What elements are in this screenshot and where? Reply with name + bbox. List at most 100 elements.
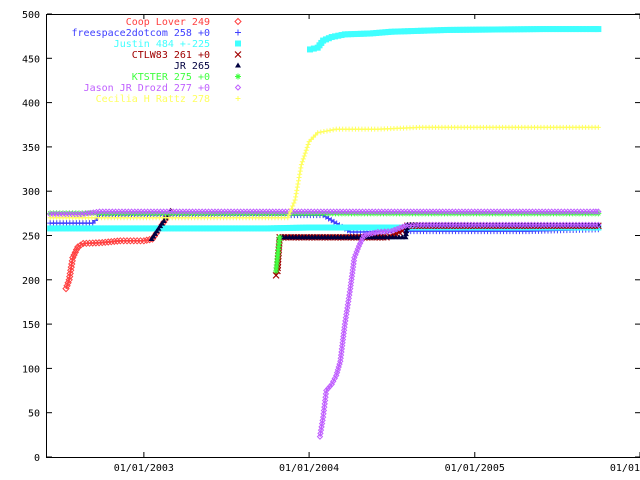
data-point: [370, 30, 377, 37]
data-point: [395, 28, 402, 35]
y-tick-label: 0: [34, 453, 40, 464]
data-point: [120, 225, 127, 232]
legend-marker: [234, 51, 242, 58]
data-point: [327, 127, 333, 133]
data-point: [335, 32, 342, 39]
x-axis: 01/01/2003 01/01/2004 01/01/2005 01/01/2006: [114, 14, 640, 474]
data-point: [88, 225, 95, 232]
data-point: [350, 257, 358, 264]
data-point: [366, 230, 373, 238]
series: [46, 208, 602, 440]
data-point: [328, 34, 335, 41]
data-point: [273, 267, 280, 274]
data-point: [56, 225, 63, 232]
data-point: [553, 26, 560, 33]
data-point: [337, 355, 344, 362]
data-point: [280, 225, 287, 232]
data-point: [527, 26, 534, 33]
data-point: [152, 230, 159, 236]
data-point: [111, 225, 118, 232]
data-point: [563, 26, 570, 33]
data-point: [536, 26, 543, 33]
data-point: [306, 224, 313, 231]
data-point: [369, 230, 376, 237]
data-point: [251, 225, 258, 232]
data-point: [110, 237, 119, 246]
data-point: [296, 175, 302, 181]
data-point: [337, 358, 344, 365]
data-point: [530, 26, 537, 33]
data-point: [385, 28, 392, 35]
data-point: [168, 225, 175, 232]
data-point: [321, 129, 327, 135]
legend-label: JR 265: [174, 61, 210, 72]
data-point: [254, 225, 261, 232]
data-point: [63, 225, 70, 232]
data-point: [414, 27, 421, 34]
data-point: [309, 224, 316, 231]
data-point: [339, 339, 346, 346]
data-point: [56, 210, 63, 217]
data-point: [292, 197, 298, 203]
data-point: [538, 224, 545, 231]
data-point: [318, 224, 325, 231]
data-point: [402, 234, 409, 240]
data-point: [456, 26, 463, 33]
data-point: [293, 191, 299, 197]
legend-marker: [235, 29, 241, 36]
data-point: [187, 225, 194, 232]
data-point: [216, 225, 223, 232]
data-point: [117, 225, 124, 232]
series-line: [319, 224, 599, 437]
data-point: [152, 225, 159, 232]
data-point: [492, 26, 499, 33]
data-point: [159, 225, 166, 232]
data-point: [285, 215, 291, 221]
data-point: [434, 27, 441, 34]
data-point: [273, 264, 280, 271]
data-point: [294, 187, 300, 193]
legend-marker: [234, 84, 242, 91]
y-tick-label: 400: [22, 99, 40, 110]
data-point: [371, 229, 379, 236]
data-point: [347, 285, 354, 292]
data-point: [382, 29, 389, 36]
data-point: [324, 128, 330, 134]
data-point: [272, 271, 280, 279]
data-point: [321, 397, 329, 404]
data-point: [143, 225, 150, 232]
data-point: [322, 393, 329, 401]
data-point: [347, 224, 354, 231]
legend-marker: [235, 40, 241, 47]
data-point: [421, 27, 428, 34]
data-point: [160, 218, 167, 224]
data-point: [353, 224, 360, 231]
legend-marker: [235, 62, 241, 68]
data-point: [326, 383, 334, 390]
data-point: [348, 273, 356, 280]
y-tick-label: 200: [22, 276, 40, 287]
plot-frame: [46, 14, 640, 458]
y-tick-label: 450: [22, 54, 40, 65]
data-point: [113, 237, 122, 245]
data-point: [540, 26, 547, 33]
data-point: [295, 181, 301, 187]
data-point: [304, 144, 310, 150]
data-point: [104, 225, 111, 232]
data-point: [345, 295, 353, 302]
data-point: [337, 224, 344, 231]
y-tick-label: 300: [22, 187, 40, 198]
data-point: [59, 210, 66, 217]
data-point: [583, 26, 590, 33]
data-point: [307, 46, 314, 53]
data-point: [399, 223, 406, 231]
data-point: [453, 26, 460, 33]
data-point: [339, 342, 346, 350]
data-point: [372, 224, 379, 231]
legend-marker: [234, 17, 242, 26]
data-point: [298, 165, 304, 171]
data-point: [293, 194, 299, 200]
data-point: [341, 31, 348, 38]
data-point: [171, 225, 178, 232]
data-point: [293, 224, 300, 231]
